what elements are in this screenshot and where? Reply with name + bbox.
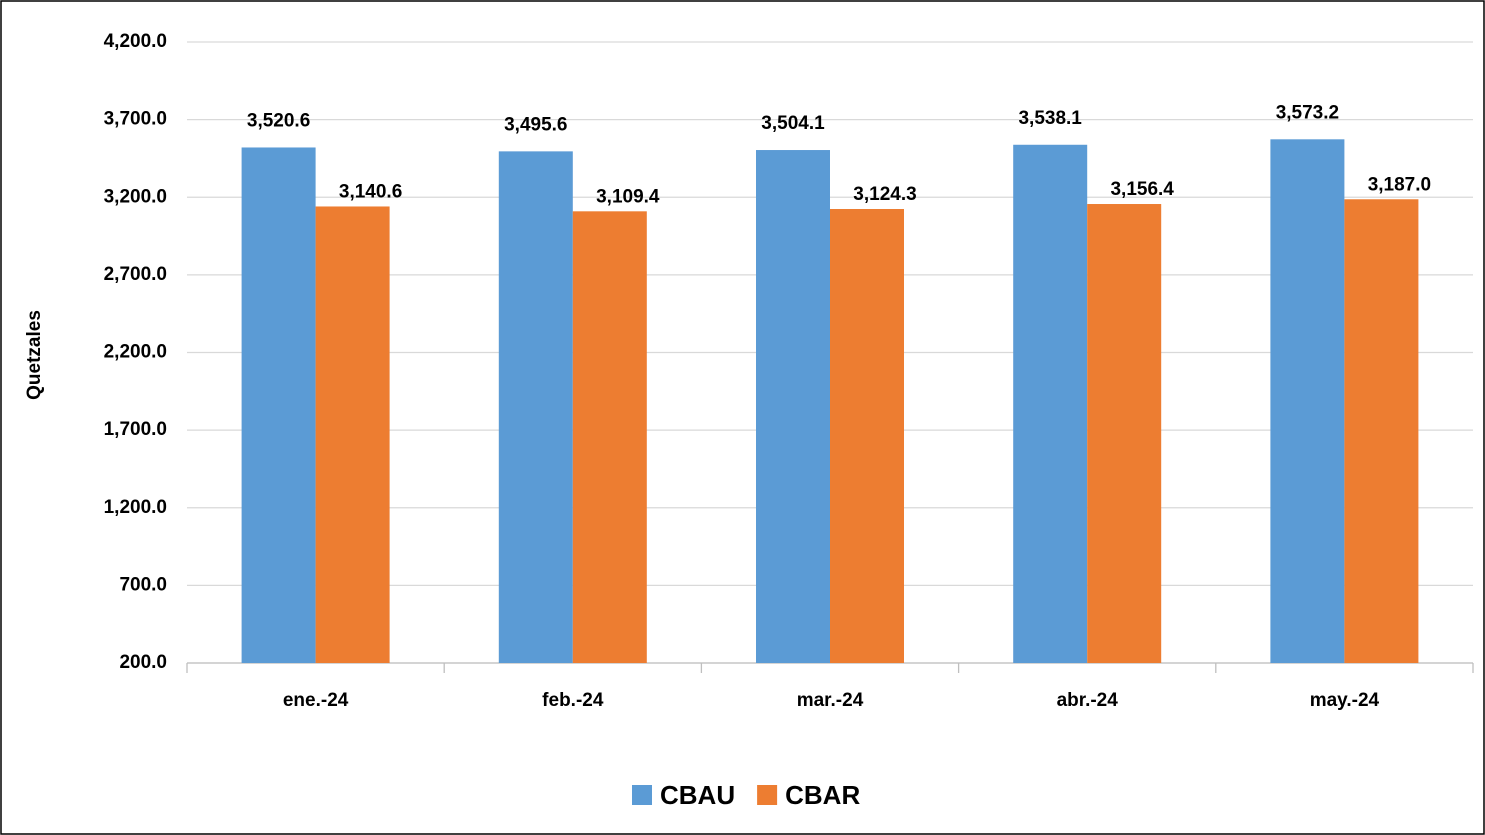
data-label: 3,495.6 bbox=[504, 114, 567, 135]
data-label: 3,187.0 bbox=[1368, 174, 1431, 195]
x-tick-label: mar.-24 bbox=[797, 690, 864, 711]
bar bbox=[1087, 204, 1162, 663]
y-tick-label: 3,200.0 bbox=[104, 186, 167, 207]
data-label: 3,109.4 bbox=[596, 186, 660, 207]
y-tick-label: 200.0 bbox=[119, 652, 167, 673]
y-axis-title: Quetzales bbox=[24, 310, 45, 400]
legend-label: CBAR bbox=[785, 780, 860, 810]
x-tick-label: feb.-24 bbox=[542, 690, 604, 711]
bar bbox=[756, 150, 830, 664]
y-tick-label: 4,200.0 bbox=[104, 31, 167, 52]
x-tick-label: may.-24 bbox=[1310, 690, 1380, 711]
y-tick-label: 700.0 bbox=[119, 574, 167, 595]
data-label: 3,140.6 bbox=[339, 181, 402, 202]
legend-swatch bbox=[757, 785, 778, 805]
legend-label: CBAU bbox=[660, 780, 735, 810]
y-tick-label: 3,700.0 bbox=[104, 109, 167, 130]
y-tick-label: 1,700.0 bbox=[104, 419, 167, 440]
data-label: 3,520.6 bbox=[247, 110, 310, 131]
legend-swatch bbox=[632, 785, 652, 805]
y-tick-label: 1,200.0 bbox=[104, 497, 167, 518]
x-tick-label: ene.-24 bbox=[283, 690, 349, 711]
bar bbox=[1013, 144, 1088, 663]
bar bbox=[1344, 199, 1419, 663]
data-label: 3,538.1 bbox=[1018, 108, 1082, 129]
bar bbox=[1270, 139, 1345, 664]
x-tick-label: abr.-24 bbox=[1057, 690, 1119, 711]
y-tick-label: 2,700.0 bbox=[104, 264, 167, 285]
data-label: 3,504.1 bbox=[761, 113, 825, 134]
data-label: 3,124.3 bbox=[853, 184, 916, 205]
bar bbox=[498, 151, 573, 663]
bar bbox=[241, 147, 316, 663]
data-label: 3,156.4 bbox=[1110, 179, 1174, 200]
bar bbox=[572, 211, 647, 663]
bar bbox=[830, 209, 904, 663]
data-label: 3,573.2 bbox=[1276, 102, 1339, 123]
bar bbox=[315, 206, 390, 663]
y-tick-label: 2,200.0 bbox=[104, 342, 167, 363]
